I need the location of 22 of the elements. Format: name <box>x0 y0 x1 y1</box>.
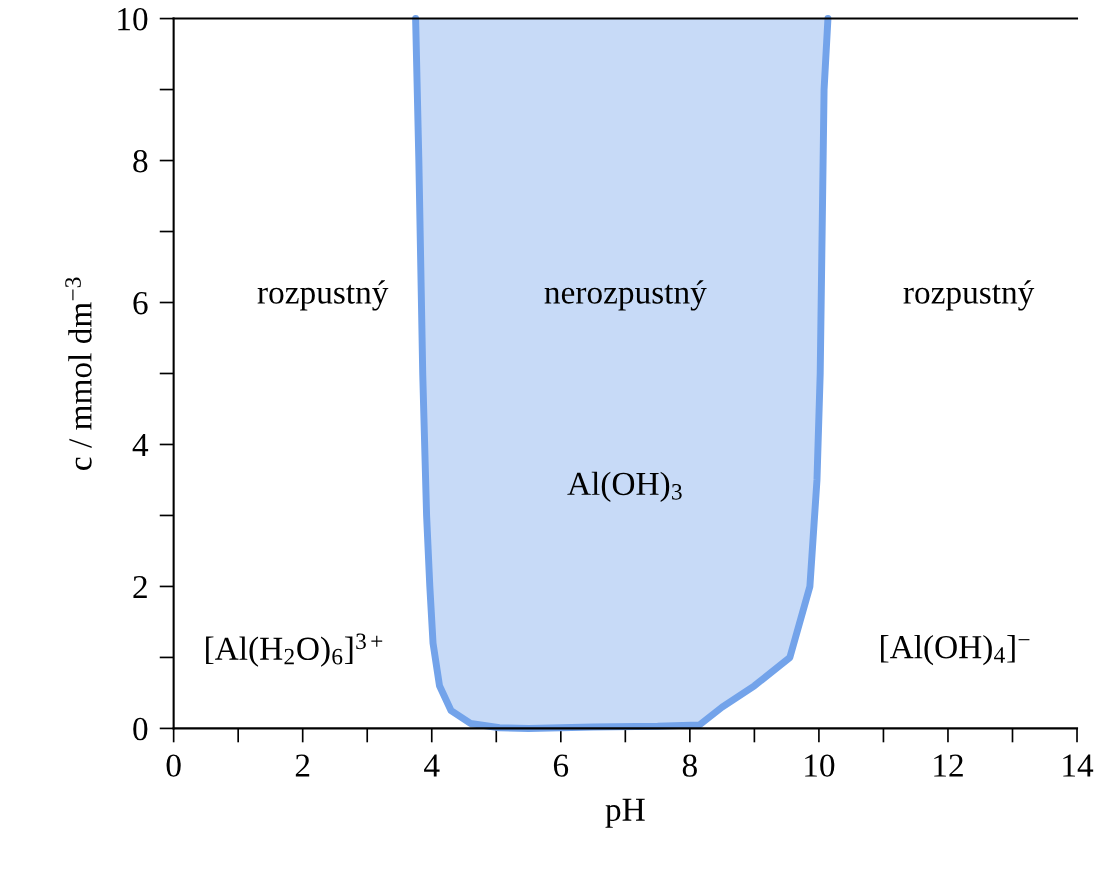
x-tick-label: 6 <box>553 754 569 777</box>
x-tick-label: 0 <box>166 754 181 777</box>
y-tick-label: 6 <box>133 292 148 315</box>
x-tick-label: 10 <box>805 754 835 777</box>
x-tick-label: 14 <box>1063 754 1094 777</box>
y-tick-label: 0 <box>133 717 148 741</box>
y-axis-title: c / mmol dm$^{−3}$ <box>65 277 92 470</box>
x-tick-label: 4 <box>424 754 440 777</box>
x-tick-label: 8 <box>682 754 697 777</box>
annotation: nerozpustný <box>544 280 707 311</box>
x-tick-label: 12 <box>934 754 963 777</box>
annotation: [Al(OH)$_{4}$]$^{−}$ <box>881 635 1030 666</box>
annotation: [Al(H$_{2}$O)$_{6}$]$^{3+}$ <box>206 633 383 667</box>
annotation: Al(OH)$_{3}$ <box>567 471 682 502</box>
y-tick-label: 8 <box>133 149 148 173</box>
x-axis-title: pH <box>605 798 645 828</box>
annotation: rozpustný <box>257 280 389 311</box>
annotation: rozpustný <box>903 280 1035 311</box>
y-tick-label: 2 <box>133 575 147 599</box>
x-tick-label: 2 <box>295 754 310 777</box>
y-tick-label: 4 <box>132 434 149 457</box>
y-tick-label: 10 <box>118 7 148 31</box>
